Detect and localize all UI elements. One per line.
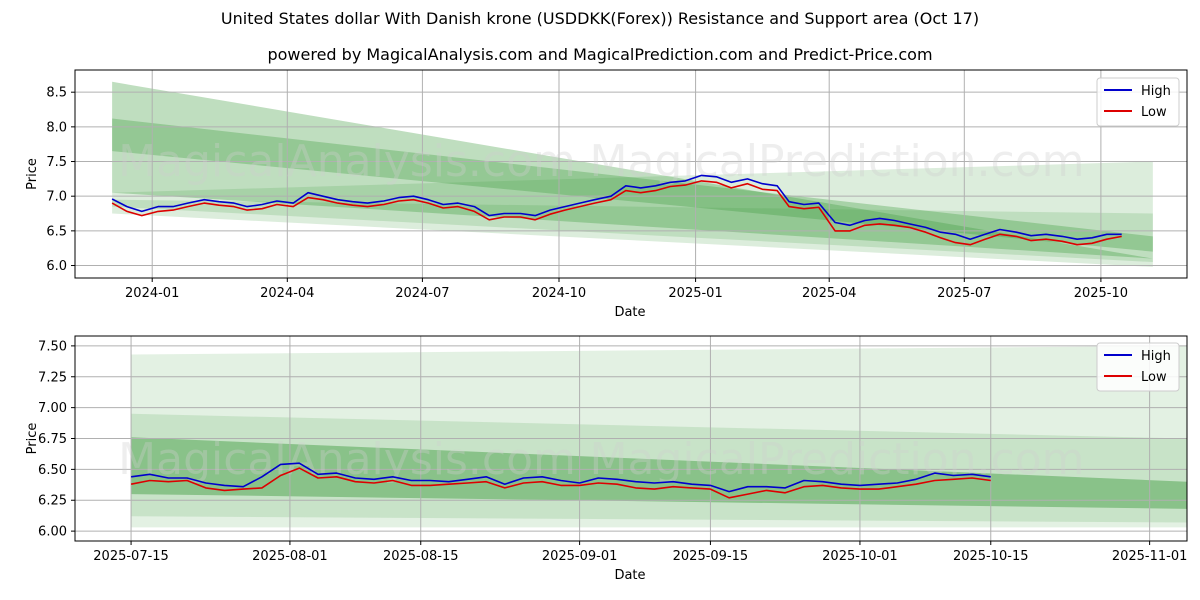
legend-label-low: Low bbox=[1141, 370, 1167, 385]
x-tick-label: 2025-10-01 bbox=[822, 549, 898, 564]
y-tick: 7.25 bbox=[38, 370, 75, 385]
series-line-low bbox=[130, 467, 991, 499]
series-line-high bbox=[111, 174, 1122, 240]
x-tick: 2024-04 bbox=[260, 278, 314, 301]
grid bbox=[75, 70, 1187, 278]
plot-frame bbox=[74, 69, 1188, 279]
x-tick-label: 2025-11-01 bbox=[1112, 549, 1188, 564]
legend-label-high: High bbox=[1141, 84, 1171, 99]
y-tick-label: 7.00 bbox=[38, 401, 67, 416]
x-tick: 2025-10 bbox=[1074, 278, 1128, 301]
y-tick-label: 7.25 bbox=[38, 370, 67, 385]
y-tick-label: 8.0 bbox=[46, 120, 67, 135]
x-tick-label: 2024-01 bbox=[125, 286, 179, 301]
band-3 bbox=[131, 437, 1187, 509]
chart-1: MagicalAnalysis.com MagicalPrediction.com… bbox=[25, 69, 1188, 320]
x-axis-label: Date bbox=[614, 568, 645, 583]
x-axis-label: Date bbox=[614, 305, 645, 320]
x-tick-label: 2025-10-15 bbox=[953, 549, 1029, 564]
x-tick: 2024-07 bbox=[395, 278, 450, 301]
y-tick: 6.25 bbox=[38, 494, 75, 509]
x-tick: 2024-01 bbox=[125, 278, 179, 301]
y-tick: 7.00 bbox=[38, 401, 75, 416]
y-tick-label: 7.0 bbox=[46, 190, 67, 205]
x-tick: 2025-10-01 bbox=[822, 541, 898, 564]
y-tick-label: 6.5 bbox=[46, 224, 67, 239]
x-tick: 2025-01 bbox=[668, 278, 723, 301]
x-tick-label: 2025-01 bbox=[668, 286, 722, 301]
chart-title: United States dollar With Danish krone (… bbox=[220, 9, 980, 28]
x-tick-label: 2025-07 bbox=[937, 286, 991, 301]
y-tick: 6.0 bbox=[46, 259, 75, 274]
y-tick-label: 6.25 bbox=[38, 494, 67, 509]
x-tick: 2025-11-01 bbox=[1112, 541, 1188, 564]
y-tick-label: 7.50 bbox=[38, 339, 67, 354]
x-tick-label: 2025-07-15 bbox=[93, 549, 169, 564]
x-tick: 2025-07-15 bbox=[93, 541, 169, 564]
y-tick-label: 6.0 bbox=[46, 259, 67, 274]
y-tick-label: 7.5 bbox=[46, 155, 67, 170]
y-tick: 7.0 bbox=[46, 190, 75, 205]
chart-subtitle: powered by MagicalAnalysis.com and Magic… bbox=[267, 45, 933, 64]
y-tick: 6.75 bbox=[38, 432, 75, 447]
x-tick-label: 2025-10 bbox=[1074, 286, 1128, 301]
legend: High Low bbox=[1096, 77, 1180, 127]
y-tick: 6.00 bbox=[38, 525, 75, 540]
y-axis-label: Price bbox=[25, 158, 40, 190]
x-tick-label: 2024-04 bbox=[260, 286, 314, 301]
legend: High Low bbox=[1096, 342, 1180, 392]
watermark: MagicalPrediction.com bbox=[590, 136, 1085, 187]
x-tick: 2025-07 bbox=[937, 278, 991, 301]
chart-2: MagicalAnalysis.com MagicalPrediction.com… bbox=[25, 335, 1188, 583]
y-tick: 7.5 bbox=[46, 155, 75, 170]
grid bbox=[75, 336, 1187, 541]
y-tick: 8.5 bbox=[46, 86, 75, 101]
x-tick-label: 2025-09-15 bbox=[673, 549, 749, 564]
x-tick-label: 2024-10 bbox=[532, 286, 586, 301]
band-2 bbox=[131, 413, 1187, 523]
y-tick-label: 8.5 bbox=[46, 86, 67, 101]
band-1 bbox=[112, 81, 1153, 259]
y-axis-label: Price bbox=[25, 423, 40, 455]
y-tick-label: 6.75 bbox=[38, 432, 67, 447]
y-tick-label: 6.00 bbox=[38, 525, 67, 540]
x-tick-label: 2025-09-01 bbox=[542, 549, 618, 564]
y-tick: 8.0 bbox=[46, 120, 75, 135]
x-tick: 2025-04 bbox=[802, 278, 856, 301]
x-tick: 2025-09-01 bbox=[542, 541, 618, 564]
x-tick: 2025-08-01 bbox=[252, 541, 328, 564]
y-tick: 7.50 bbox=[38, 339, 75, 354]
x-tick-label: 2025-08-01 bbox=[252, 549, 328, 564]
band-3 bbox=[112, 161, 1153, 267]
x-tick: 2024-10 bbox=[532, 278, 586, 301]
legend-label-high: High bbox=[1141, 349, 1171, 364]
band-2 bbox=[112, 118, 1153, 252]
watermark: MagicalAnalysis.com bbox=[118, 136, 576, 187]
x-tick-label: 2024-07 bbox=[395, 286, 449, 301]
x-tick-label: 2025-08-15 bbox=[383, 549, 459, 564]
x-tick: 2025-08-15 bbox=[383, 541, 459, 564]
y-tick: 6.50 bbox=[38, 463, 75, 478]
series-line-low bbox=[111, 180, 1122, 246]
y-tick: 6.5 bbox=[46, 224, 75, 239]
y-tick-label: 6.50 bbox=[38, 463, 67, 478]
watermark: MagicalPrediction.com bbox=[590, 434, 1085, 485]
x-tick-label: 2025-04 bbox=[802, 286, 856, 301]
x-tick: 2025-09-15 bbox=[673, 541, 749, 564]
x-tick: 2025-10-15 bbox=[953, 541, 1029, 564]
series-line-high bbox=[130, 462, 991, 493]
legend-label-low: Low bbox=[1141, 105, 1167, 120]
